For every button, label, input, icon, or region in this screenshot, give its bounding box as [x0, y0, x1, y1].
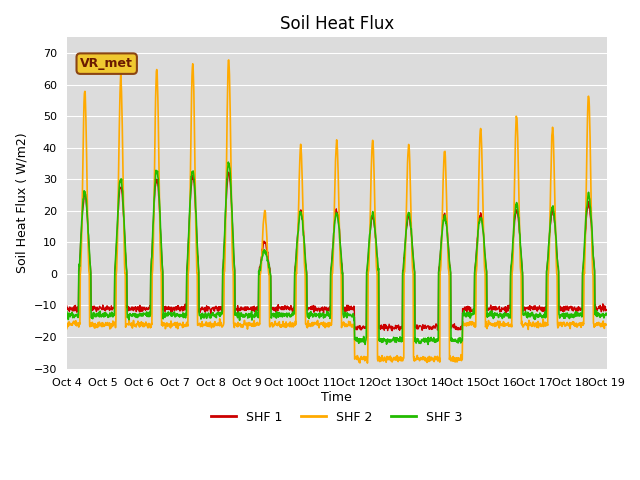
X-axis label: Time: Time — [321, 391, 352, 404]
Line: SHF 2: SHF 2 — [67, 60, 606, 363]
SHF 1 — [183, 268, 191, 274]
Line: SHF 1: SHF 1 — [67, 172, 606, 331]
SHF 1 — [539, 309, 547, 314]
SHF 2 — [492, 320, 499, 326]
SHF 1 — [244, 306, 252, 312]
SHF 2 — [244, 326, 252, 332]
SHF 3 — [539, 313, 547, 319]
SHF 2 — [63, 326, 70, 332]
SHF 1 — [492, 307, 499, 313]
SHF 3 — [492, 312, 499, 318]
SHF 1 — [225, 169, 232, 175]
SHF 3 — [420, 337, 428, 343]
SHF 3 — [63, 309, 70, 314]
Title: Soil Heat Flux: Soil Heat Flux — [280, 15, 394, 33]
SHF 1 — [602, 307, 610, 313]
SHF 3 — [602, 311, 610, 316]
SHF 1 — [421, 325, 429, 331]
Legend: SHF 1, SHF 2, SHF 3: SHF 1, SHF 2, SHF 3 — [206, 406, 467, 429]
SHF 3 — [183, 271, 191, 276]
Line: SHF 3: SHF 3 — [67, 162, 606, 344]
SHF 2 — [225, 57, 232, 63]
SHF 1 — [170, 306, 177, 312]
SHF 3 — [244, 312, 252, 318]
Y-axis label: Soil Heat Flux ( W/m2): Soil Heat Flux ( W/m2) — [15, 132, 28, 273]
SHF 2 — [183, 319, 191, 325]
SHF 3 — [170, 312, 177, 318]
SHF 2 — [364, 360, 371, 366]
SHF 2 — [602, 322, 610, 328]
SHF 2 — [421, 358, 429, 363]
Text: VR_met: VR_met — [80, 57, 133, 70]
SHF 3 — [424, 341, 432, 347]
SHF 2 — [539, 321, 547, 327]
SHF 2 — [170, 321, 177, 327]
SHF 1 — [63, 303, 70, 309]
SHF 1 — [388, 328, 396, 334]
SHF 3 — [225, 159, 232, 165]
